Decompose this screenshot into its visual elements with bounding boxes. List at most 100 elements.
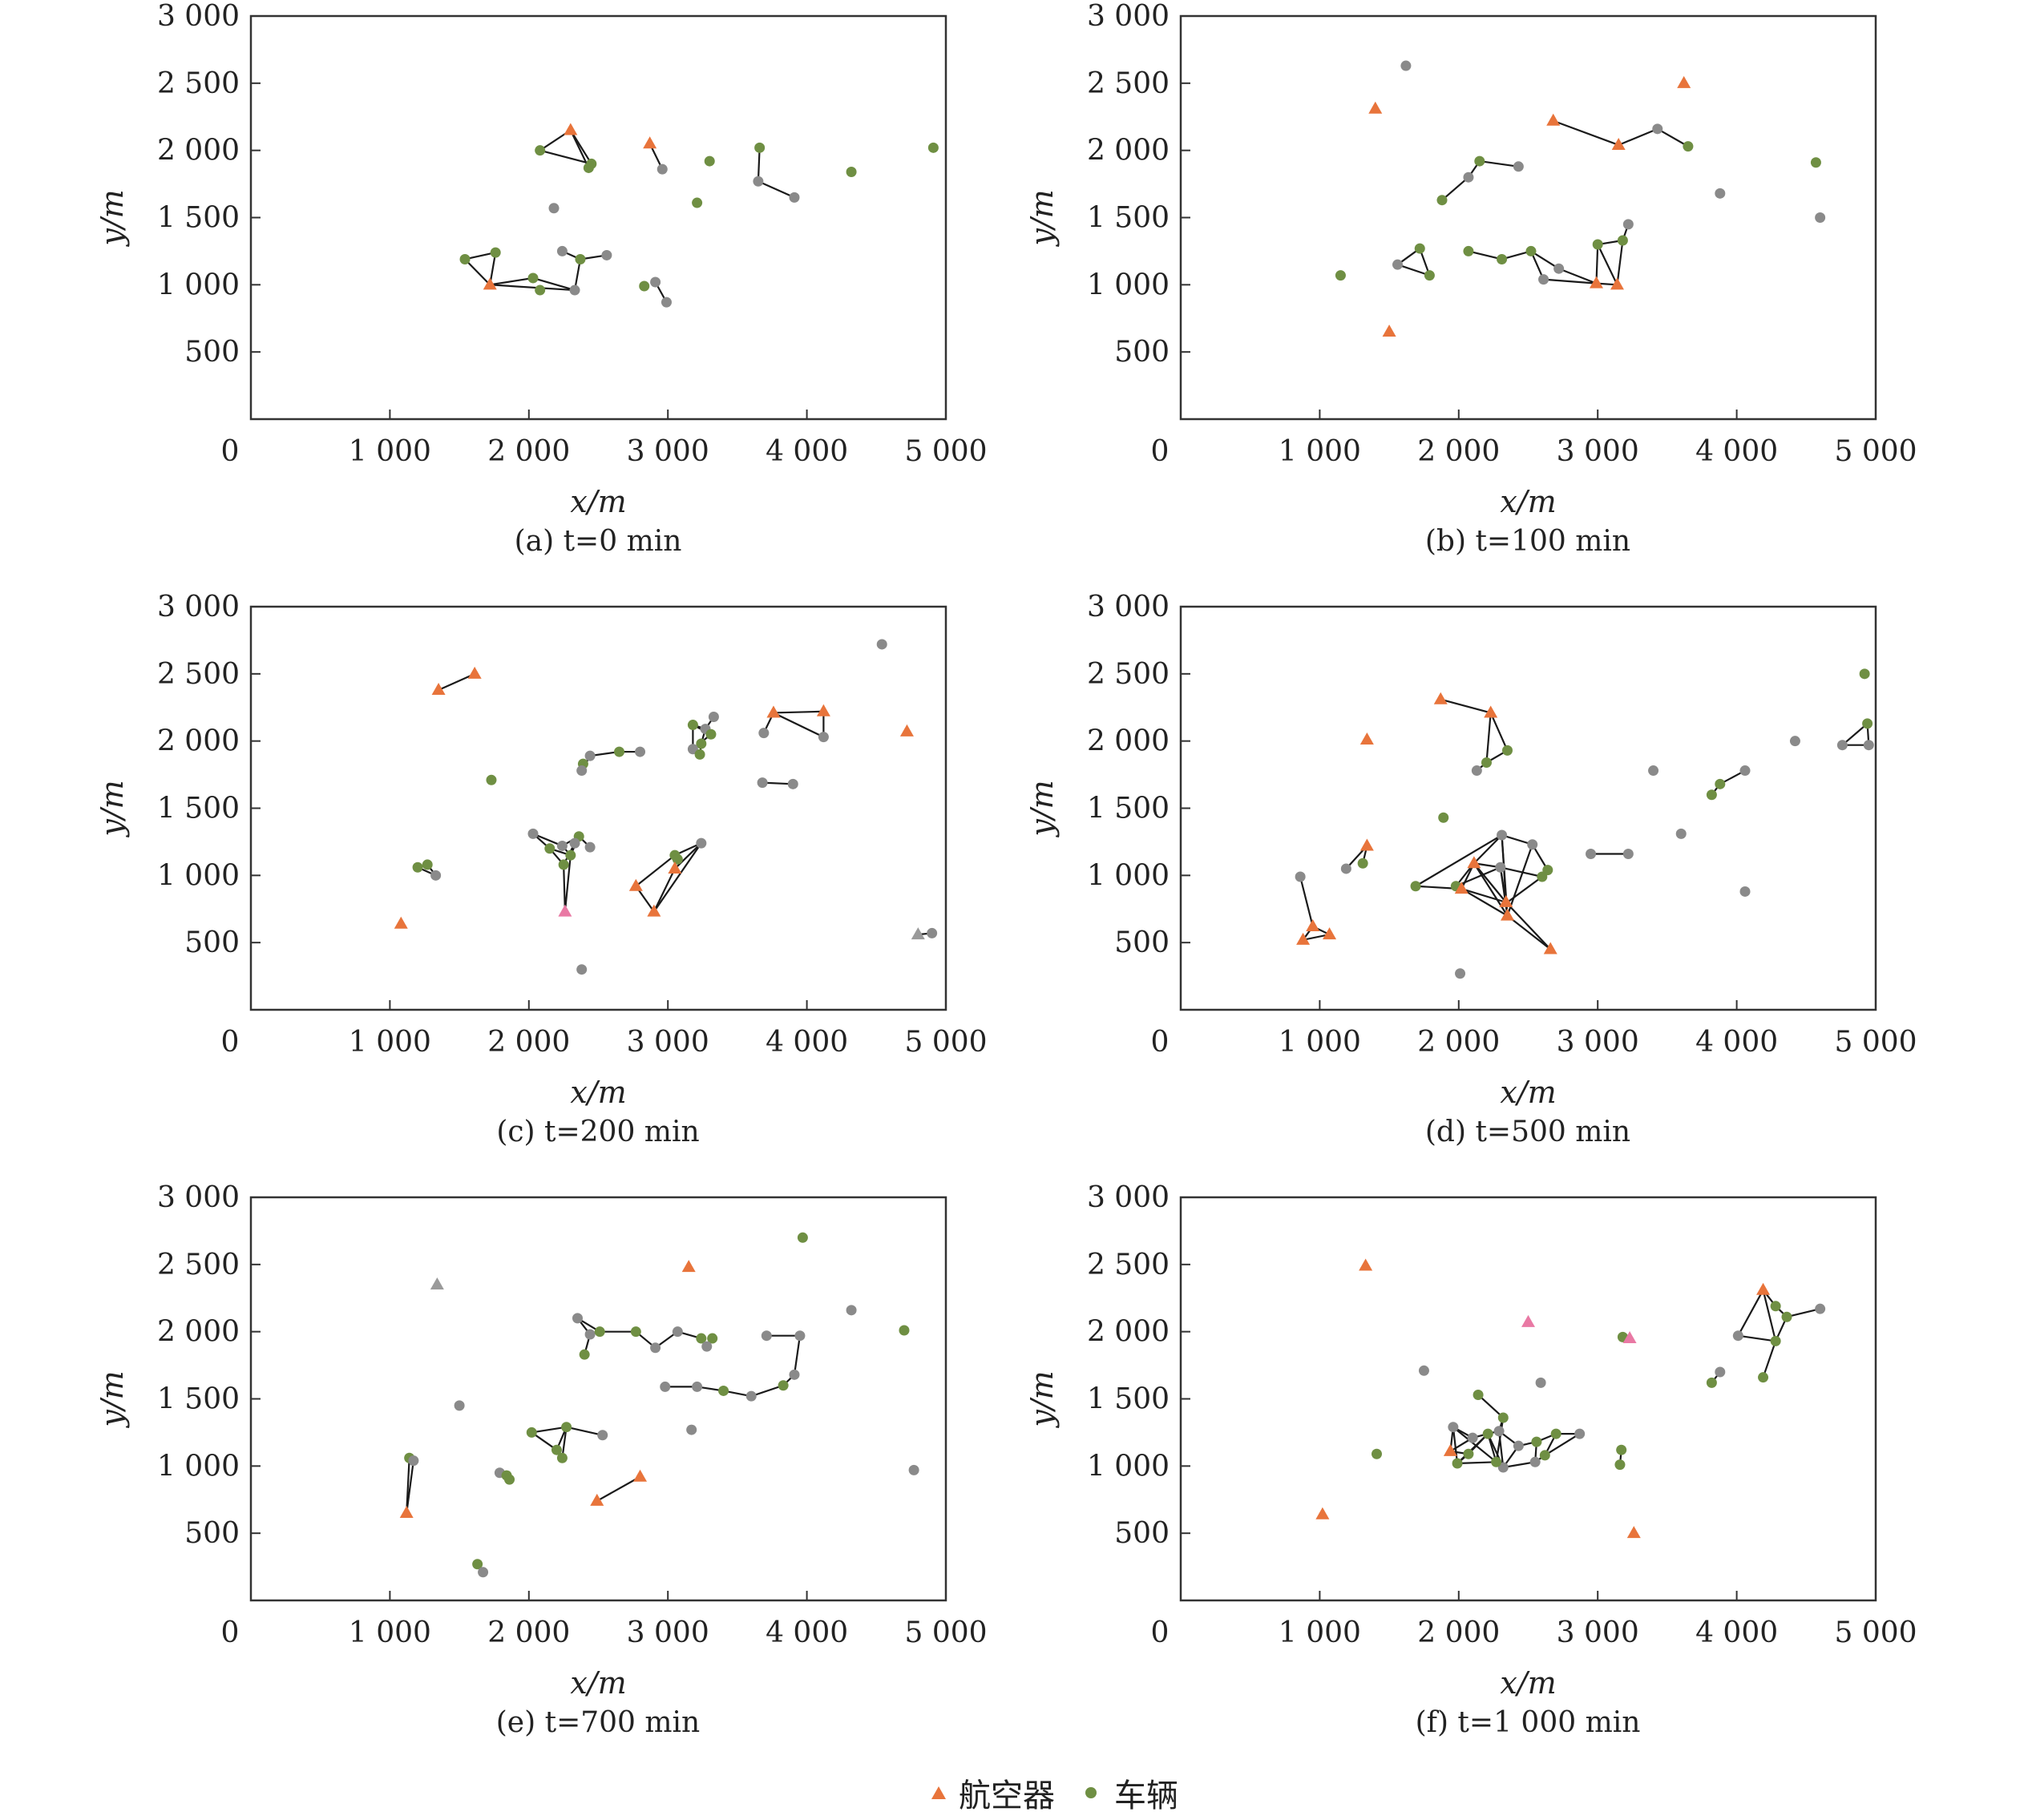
link-line (1457, 1461, 1497, 1465)
vehicle-point (1574, 1428, 1586, 1439)
vehicle-point (575, 253, 586, 264)
vehicle-point (1438, 812, 1449, 823)
aircraft-point (1611, 137, 1626, 150)
link-line (652, 868, 676, 913)
link-line (1762, 1289, 1777, 1342)
panel-d: 0 1 000 2 000 3 000 4 000 5 000 500 1 000 1 500 2… (1024, 591, 1917, 1110)
vehicle-point (412, 862, 423, 873)
vehicle-point (1497, 829, 1508, 841)
vehicle-point (789, 192, 800, 203)
y-tick-label: 3 000 (1087, 1181, 1170, 1214)
aircraft-point (1543, 942, 1557, 954)
aircraft-point (816, 704, 830, 716)
vehicle-point (672, 1326, 683, 1338)
link-line (1485, 712, 1492, 763)
vehicle-point (704, 155, 715, 167)
x-tick-label: 1 000 (1279, 1026, 1361, 1059)
link-line (1452, 1426, 1497, 1463)
x-tick-label: 2 000 (1417, 1026, 1500, 1059)
link-line (1501, 833, 1533, 845)
x-tick-label: 2 000 (487, 1616, 570, 1649)
aircraft-point (558, 904, 572, 917)
aircraft-point (1433, 692, 1448, 704)
vehicle-point (1357, 858, 1368, 869)
aircraft-point (1443, 1443, 1457, 1456)
link-line (757, 147, 761, 182)
link-line (1737, 1289, 1764, 1337)
y-tick-label: 2 000 (157, 135, 240, 167)
vehicle-point (1471, 765, 1482, 777)
x-tick-label: 3 000 (1557, 1616, 1639, 1649)
link-line (464, 252, 496, 260)
link-line (1657, 127, 1689, 147)
legend-vehicle-marker (1085, 1787, 1097, 1798)
vehicle-point (1622, 849, 1634, 860)
vehicle-point (1739, 765, 1751, 777)
link-line (1468, 250, 1502, 260)
vehicle-point (1622, 219, 1634, 230)
vehicle-point (1770, 1301, 1781, 1312)
plot-frame (1179, 14, 1877, 421)
x-tick-label: 3 000 (627, 1616, 709, 1649)
vehicle-point (565, 849, 576, 861)
vehicle-point (927, 927, 938, 938)
vehicle-point (459, 253, 471, 264)
link-line (406, 1460, 414, 1514)
y-tick-label: 2 000 (1087, 1316, 1170, 1349)
vehicle-point (1789, 736, 1800, 747)
x-tick-label: 0 (221, 1616, 240, 1649)
x-tick-label: 0 (1151, 435, 1170, 468)
vehicle-point (672, 854, 683, 865)
caption-e: (e) t=700 min (495, 1706, 701, 1739)
link-line (464, 258, 491, 286)
vehicle-point (708, 711, 719, 722)
vehicle-point (1815, 212, 1826, 223)
aircraft-point (1315, 1507, 1330, 1519)
vehicle-point (794, 1330, 806, 1342)
vehicle-point (527, 272, 539, 284)
vehicle-point (597, 1430, 608, 1441)
y-tick-label: 1 000 (157, 859, 240, 892)
link-line (1506, 914, 1551, 950)
vehicle-point (579, 1349, 590, 1360)
vehicle-point (899, 1325, 910, 1336)
vehicle-point (656, 163, 668, 175)
y-tick-label: 1 500 (157, 793, 240, 825)
x-tick-label: 5 000 (1834, 1616, 1917, 1649)
link-line (1786, 1308, 1820, 1318)
link-line (539, 149, 592, 165)
link-line (1441, 176, 1469, 201)
y-tick-label: 3 000 (1087, 591, 1170, 623)
plot-frame (1179, 1196, 1877, 1602)
vehicle-point (797, 1232, 808, 1243)
y-tick-label: 500 (184, 926, 240, 959)
x-tick-label: 2 000 (487, 435, 570, 468)
link-line (635, 854, 676, 887)
x-tick-label: 5 000 (1834, 435, 1917, 468)
vehicle-point (569, 837, 580, 849)
vehicle-point (527, 828, 539, 839)
y-tick-label: 2 500 (1087, 1249, 1170, 1281)
vehicle-point (1424, 270, 1435, 281)
vehicle-point (1455, 968, 1466, 979)
link-line (563, 864, 566, 912)
vehicle-point (1683, 141, 1694, 152)
vehicle-point (544, 843, 556, 854)
y-tick-label: 1 000 (1087, 268, 1170, 301)
vehicle-point (1586, 849, 1597, 860)
x-tick-label: 1 000 (1279, 1616, 1361, 1649)
aircraft-point (1589, 276, 1603, 289)
link-line (1558, 268, 1597, 285)
x-tick-label: 4 000 (766, 435, 848, 468)
y-tick-label: 500 (1114, 1517, 1170, 1550)
y-tick-label: 1 000 (157, 268, 240, 301)
aircraft-point (1368, 101, 1383, 114)
vehicle-point (1448, 1422, 1459, 1433)
vehicle-point (696, 837, 707, 849)
vehicle-point (757, 777, 768, 789)
vehicle-point (1538, 274, 1549, 285)
vehicle-point (1617, 235, 1628, 246)
vehicle-point (584, 841, 596, 853)
vehicle-point (1495, 862, 1506, 873)
aircraft-point (1382, 325, 1396, 337)
